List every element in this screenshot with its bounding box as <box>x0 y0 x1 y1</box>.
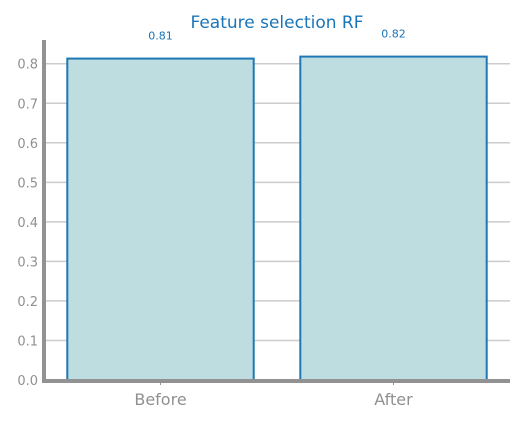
y-tick-label: 0.3 <box>17 255 38 270</box>
data-labels: 0.81 0.82 <box>148 28 406 43</box>
y-tick-label: 0.6 <box>17 137 38 152</box>
data-label: 0.82 <box>381 28 406 41</box>
y-tick-label: 0.2 <box>17 295 38 310</box>
x-tick-labels: Before After <box>134 382 413 409</box>
y-tick-label: 0.8 <box>17 58 38 73</box>
y-tick-label: 0.4 <box>17 216 38 231</box>
y-tick-label: 0.1 <box>17 334 38 349</box>
y-tick-label: 0.0 <box>17 374 38 389</box>
data-label: 0.81 <box>148 30 173 43</box>
y-tick-label: 0.5 <box>17 176 38 191</box>
x-tick-label: After <box>374 390 413 409</box>
bars <box>66 55 488 382</box>
x-tick-label: Before <box>134 390 186 409</box>
y-tick-labels: 0.0 0.1 0.2 0.3 0.4 0.5 0.6 0.7 0.8 <box>17 58 38 389</box>
bar <box>299 55 488 382</box>
bar <box>66 57 255 382</box>
y-tick-label: 0.7 <box>17 97 38 112</box>
chart-title: Feature selection RF <box>190 13 363 33</box>
axes <box>42 40 510 383</box>
